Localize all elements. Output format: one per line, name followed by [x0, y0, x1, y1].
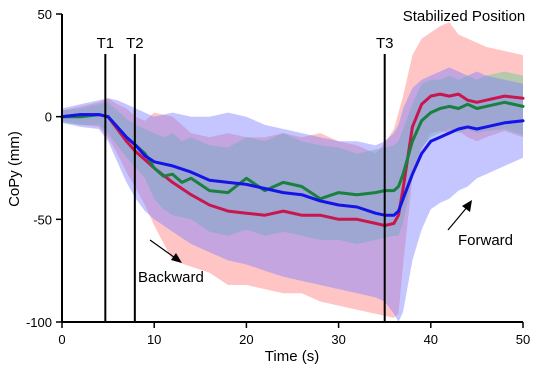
x-tick-label: 50 — [516, 332, 530, 347]
x-tick-label: 10 — [147, 332, 161, 347]
annotation-backward: Backward — [138, 269, 204, 286]
x-tick-label: 30 — [331, 332, 345, 347]
annotation-stabilized: Stabilized Position — [403, 8, 526, 25]
series-band-2 — [62, 71, 523, 244]
y-tick-label: 50 — [38, 7, 52, 22]
backward-arrow — [149, 239, 182, 263]
event-marker-label: T1 — [97, 35, 115, 52]
forward-arrow — [447, 200, 472, 231]
x-tick-label: 20 — [239, 332, 253, 347]
series-band-1 — [62, 22, 523, 318]
confidence-bands — [62, 22, 523, 323]
y-axis-label: CoPy (mm) — [6, 131, 23, 207]
x-axis-label: Time (s) — [265, 348, 319, 365]
y-tick-label: -50 — [33, 212, 52, 227]
annotation-forward: Forward — [458, 232, 513, 249]
event-markers: T1 T2 T3 — [97, 35, 394, 322]
event-marker-label: T3 — [376, 35, 394, 52]
x-tick-label: 40 — [424, 332, 438, 347]
y-tick-label: -100 — [26, 315, 52, 330]
x-tick-label: 0 — [58, 332, 65, 347]
y-tick-label: 0 — [45, 110, 52, 125]
event-marker-label: T2 — [126, 35, 144, 52]
axes: 0 10 20 30 40 50 50 0 -50 -100 — [26, 7, 530, 347]
